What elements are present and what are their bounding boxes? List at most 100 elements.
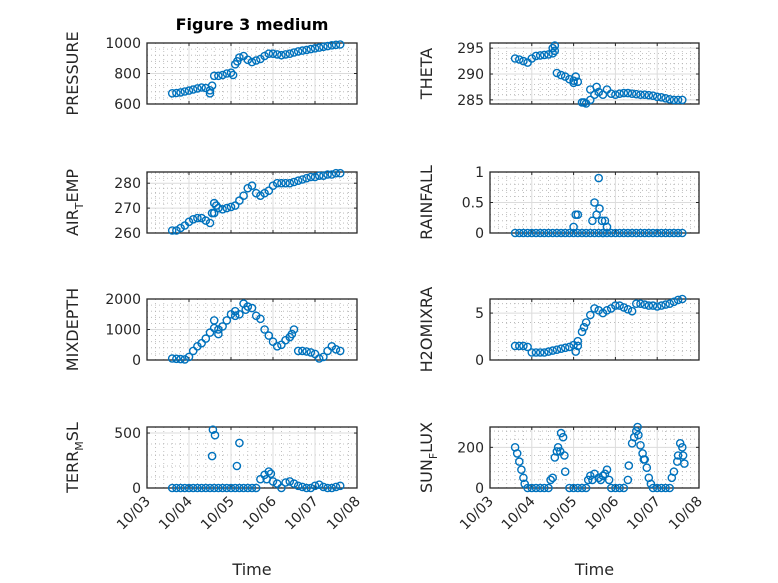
data-point [285, 49, 295, 59]
data-point [519, 56, 528, 66]
data-point [573, 483, 583, 493]
data-point [636, 228, 645, 238]
data-point [226, 68, 236, 77]
data-point [247, 181, 257, 190]
y-tick-label: 1 [475, 165, 484, 181]
data-point [272, 50, 282, 59]
data-point [314, 354, 324, 363]
data-point [197, 483, 206, 493]
data-point [552, 345, 562, 355]
label-part: AIR [63, 209, 82, 236]
data-point [535, 348, 545, 357]
data-point [302, 483, 311, 493]
data-point [644, 301, 654, 310]
data-point [262, 474, 272, 484]
data-point [586, 471, 595, 481]
data-point [289, 48, 299, 57]
data-point [544, 228, 553, 238]
data-point [648, 91, 658, 100]
data-point [226, 483, 236, 493]
data-point [588, 216, 597, 226]
y-tick-label: 200 [457, 440, 484, 456]
data-point [548, 228, 558, 238]
data-point [251, 188, 261, 198]
data-point [218, 204, 227, 214]
data-point [235, 309, 244, 319]
data-point [306, 483, 316, 493]
data-point [540, 228, 549, 238]
data-point [319, 352, 328, 362]
data-point [176, 483, 185, 493]
data-point [218, 70, 227, 80]
y-tick-label: 0 [475, 481, 484, 497]
data-point [571, 347, 581, 356]
x-tick-label: 10/05 [541, 494, 581, 534]
data-point [648, 228, 658, 238]
y-tick-label: 290 [457, 67, 484, 83]
data-point [594, 87, 604, 97]
data-point [180, 483, 190, 493]
data-point [205, 86, 215, 95]
data-point [230, 201, 240, 210]
data-point [565, 228, 574, 238]
data-point [665, 228, 675, 238]
data-point [510, 228, 520, 238]
axes-box [146, 171, 358, 234]
data-point [632, 228, 641, 238]
data-point [319, 42, 328, 52]
data-point [230, 311, 240, 321]
x-tick-label: 10/03 [457, 494, 497, 534]
data-point [247, 483, 257, 493]
data-point [197, 213, 206, 223]
data-point [264, 49, 274, 59]
data-point [277, 340, 286, 350]
data-point [323, 483, 332, 493]
subplot-pressure: 600 800 1000 PRESSURE [63, 31, 358, 116]
data-point [579, 322, 589, 332]
data-point [314, 43, 324, 52]
data-point [209, 198, 219, 208]
data-point [669, 297, 679, 307]
y-tick-label: 280 [114, 176, 141, 192]
data-point [281, 178, 290, 188]
data-point [243, 183, 253, 193]
data-point [611, 301, 620, 310]
subplot-theta: 285 290 295 THETA [417, 41, 700, 109]
x-tick-label: 10/04 [499, 493, 539, 533]
label-part: SL [63, 422, 82, 441]
data-point [207, 451, 217, 461]
data-point [548, 43, 558, 53]
subplot-sun-flux: 10/03 10/04 10/05 10/06 10/07 10/08 0 200 SUNFLU… [417, 422, 706, 579]
data-point [595, 204, 604, 213]
data-point [228, 70, 238, 80]
data-point [558, 432, 568, 442]
data-point [648, 483, 658, 493]
data-point [260, 51, 269, 61]
data-point [642, 463, 652, 473]
data-point [298, 46, 307, 55]
subplot-mixdepth: 0 1000 2000 MIXDEPTH [63, 288, 358, 371]
data-point [510, 341, 520, 351]
data-point [569, 228, 578, 238]
data-point [230, 483, 240, 493]
y-axis-label: RAINFALL [417, 165, 436, 240]
data-point [577, 483, 587, 493]
y-tick-label: 260 [114, 226, 141, 242]
data-point [314, 171, 324, 180]
data-point [548, 49, 558, 58]
data-point [184, 483, 194, 493]
y-tick-label: 600 [114, 97, 141, 113]
data-point [611, 228, 620, 238]
axes-box [489, 426, 700, 489]
x-tick-label: 10/05 [198, 494, 238, 534]
data-point [193, 213, 202, 223]
y-axis-label: H2OMIXRA [417, 287, 436, 373]
x-axis-label: Time [231, 560, 271, 579]
data-point [298, 346, 307, 356]
data-point [268, 337, 278, 347]
data-point [669, 95, 679, 105]
y-axis-label: MIXDEPTH [63, 288, 82, 371]
data-point [573, 210, 583, 219]
data-point [632, 89, 641, 99]
data-point [579, 98, 589, 107]
